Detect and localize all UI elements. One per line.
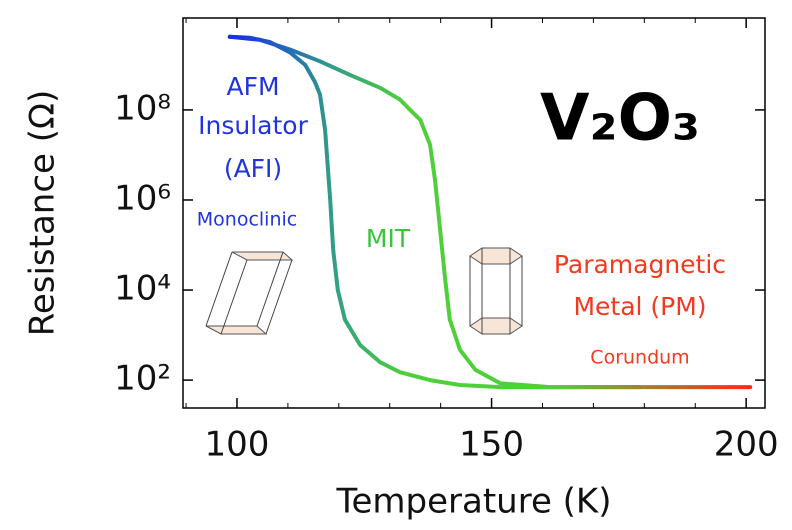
annotation: Metal (PM) <box>573 292 706 321</box>
annotation: AFM <box>226 72 279 101</box>
plot-frame <box>182 17 766 409</box>
x-tick-label: 200 <box>714 425 779 465</box>
y-tick-label: 10⁸ <box>114 88 171 128</box>
x-axis-label: Temperature (K) <box>335 482 611 522</box>
chart-title: V₂O₃ <box>540 82 700 156</box>
annotation: (AFI) <box>224 154 282 183</box>
x-tick-label: 150 <box>459 425 524 465</box>
resistance-curve <box>227 34 643 390</box>
x-tick-label: 100 <box>205 425 270 465</box>
corundum-cell-icon <box>469 247 523 335</box>
annotation: MIT <box>366 224 411 253</box>
y-tick-label: 10² <box>114 359 171 399</box>
monoclinic-cell-icon <box>205 251 294 335</box>
annotation: Monoclinic <box>197 209 297 231</box>
y-tick-label: 10⁴ <box>114 269 171 309</box>
y-axis-label: Resistance (Ω) <box>23 90 63 337</box>
annotation: Corundum <box>590 347 689 369</box>
resistance-curve <box>227 34 753 390</box>
annotation: Insulator <box>198 111 308 140</box>
annotation: Paramagnetic <box>554 250 726 279</box>
y-tick-label: 10⁶ <box>114 178 171 218</box>
